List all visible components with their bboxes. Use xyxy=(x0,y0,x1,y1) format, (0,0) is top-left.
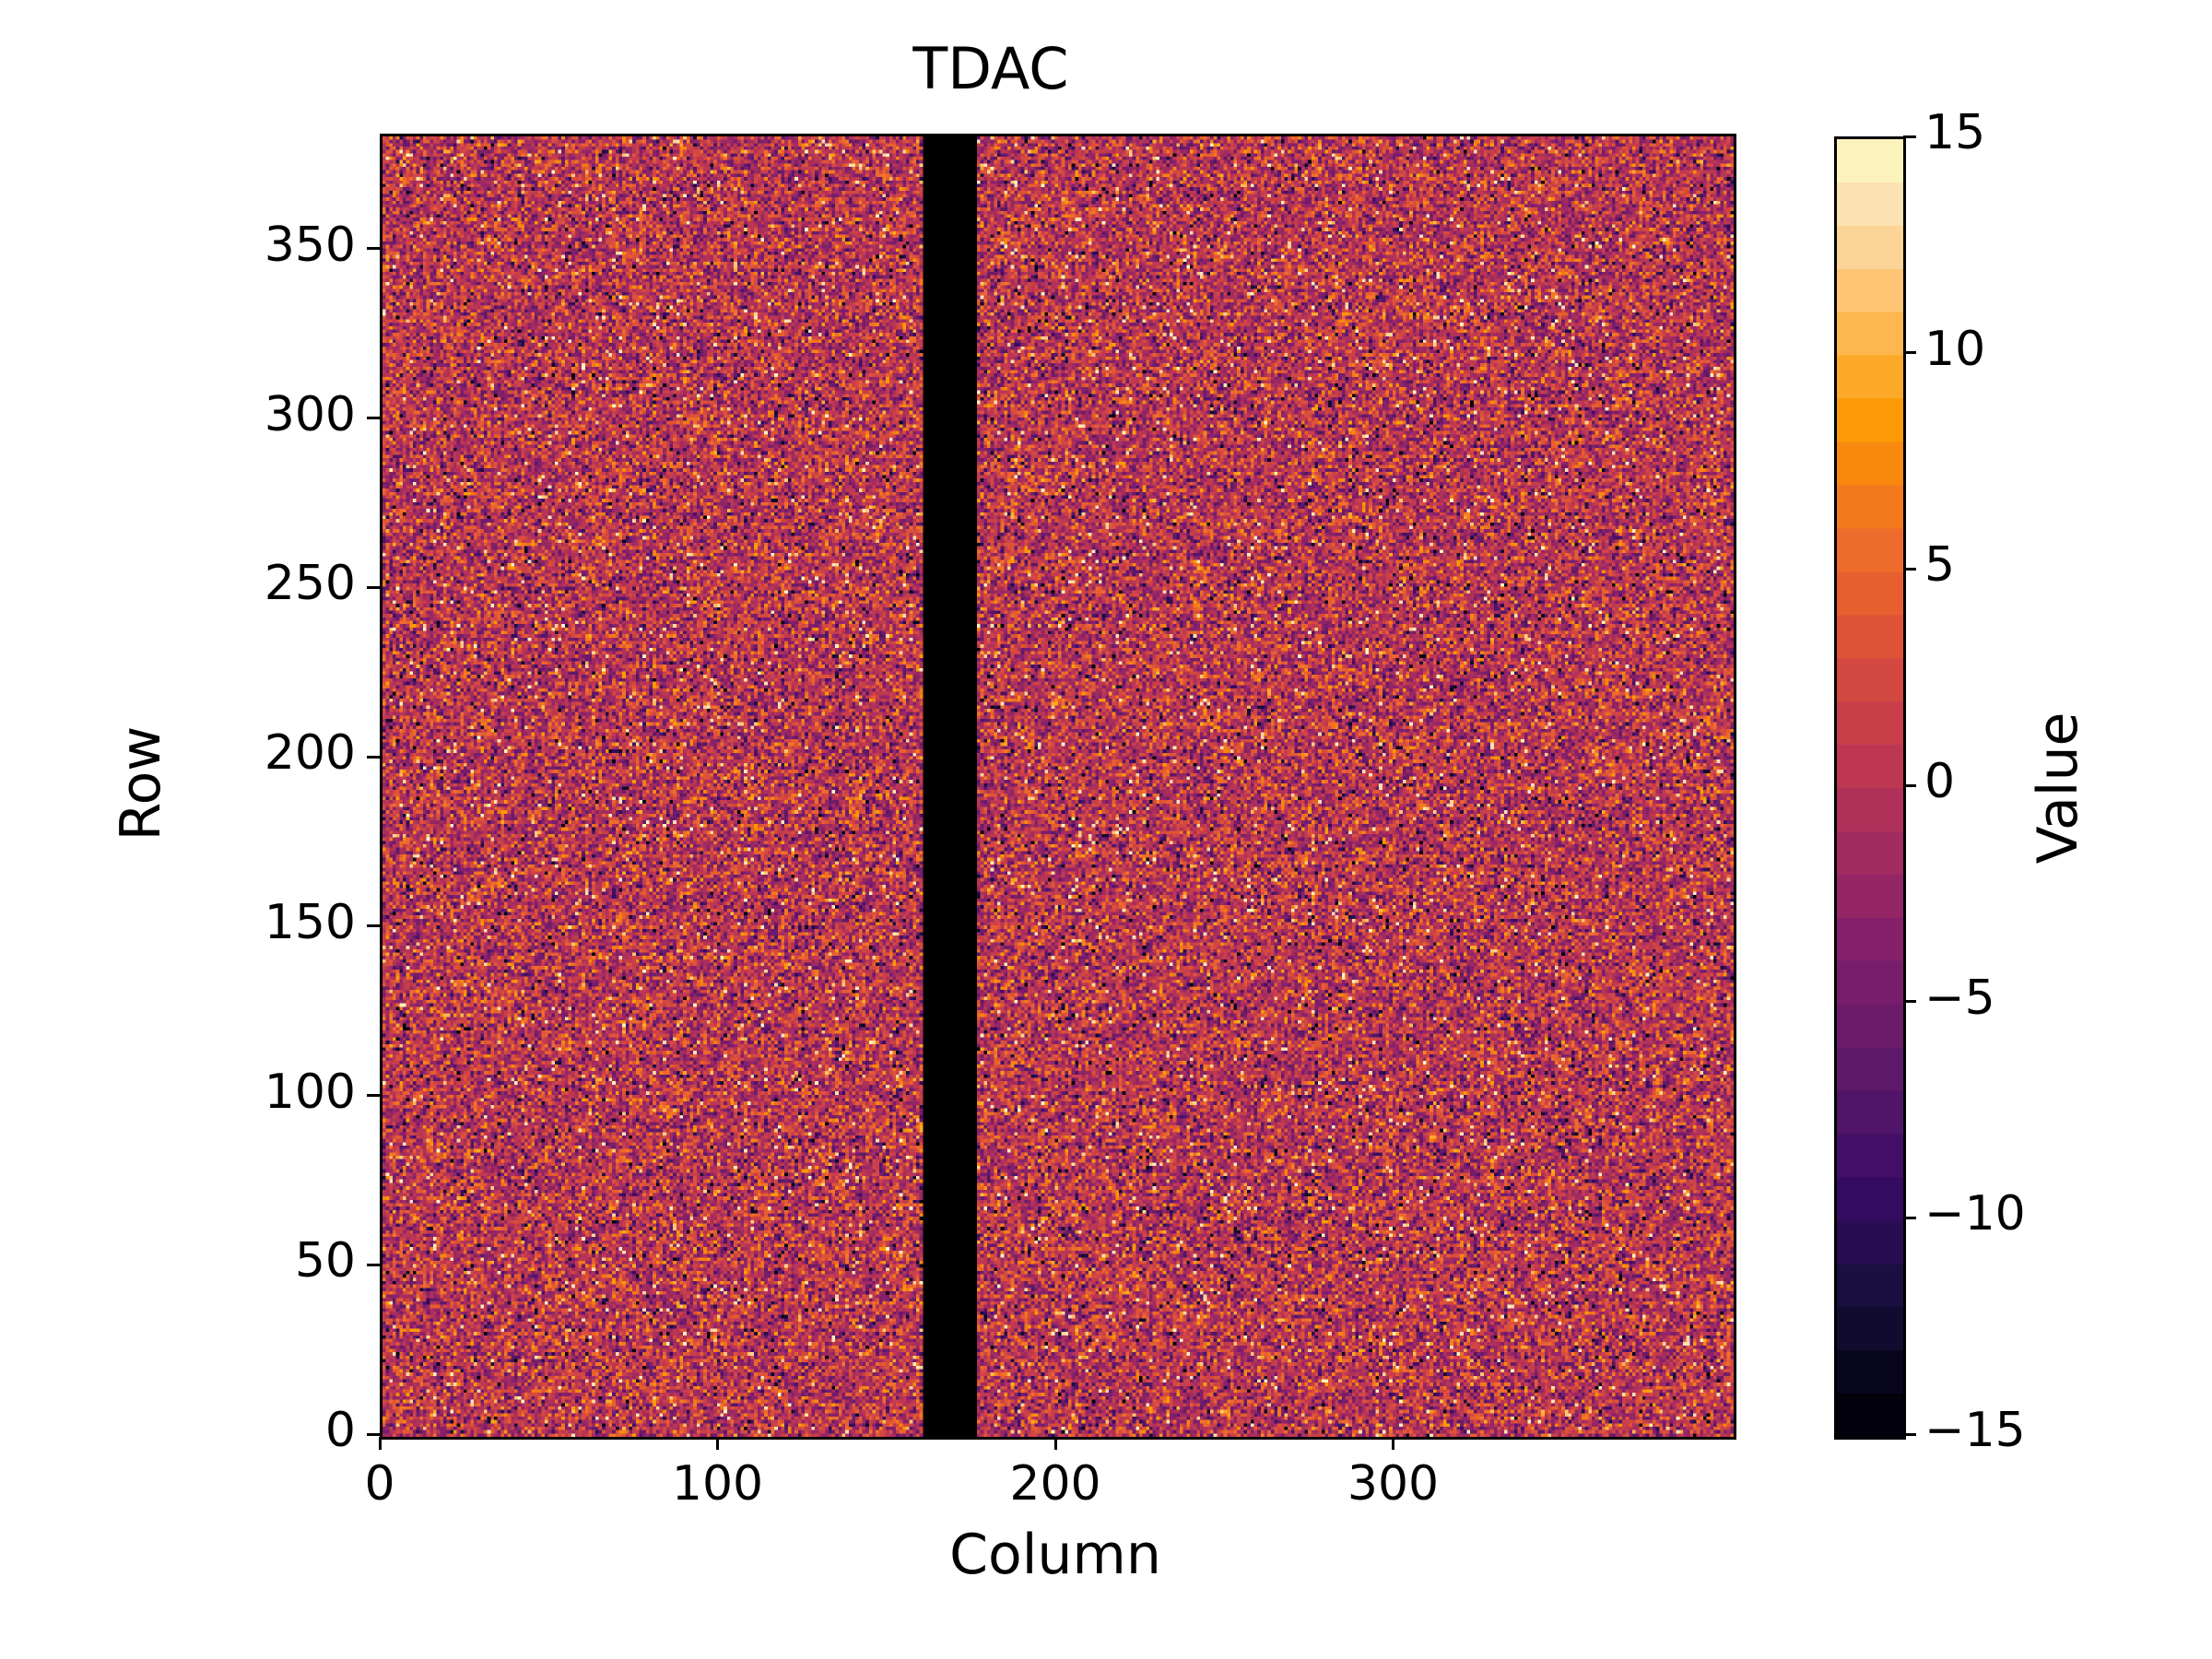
colorbar-gradient xyxy=(1837,139,1903,1437)
x-tick-label: 100 xyxy=(671,1456,764,1512)
y-tick-mark xyxy=(367,417,380,420)
colorbar-tick-label: 15 xyxy=(1924,105,1986,160)
x-tick-mark xyxy=(378,1437,382,1450)
colorbar-tick-mark xyxy=(1903,783,1916,787)
heatmap-plot-area[interactable] xyxy=(380,134,1736,1440)
colorbar-tick-mark xyxy=(1903,1432,1916,1436)
y-axis-label: Row xyxy=(109,725,173,841)
y-tick-label: 50 xyxy=(294,1233,356,1289)
colorbar-tick-label: −10 xyxy=(1924,1186,2026,1242)
colorbar-tick-mark xyxy=(1903,1216,1916,1219)
colorbar-tick-mark xyxy=(1903,567,1916,571)
colorbar-tick-label: 0 xyxy=(1924,754,1956,809)
y-tick-mark xyxy=(367,1432,380,1436)
x-tick-mark xyxy=(716,1437,719,1450)
y-tick-mark xyxy=(367,247,380,251)
y-tick-label: 150 xyxy=(264,894,356,950)
y-tick-label: 300 xyxy=(264,386,356,442)
y-tick-label: 200 xyxy=(264,725,356,782)
y-tick-mark xyxy=(367,755,380,759)
x-tick-mark xyxy=(1392,1437,1394,1450)
y-tick-mark xyxy=(367,924,380,928)
y-tick-mark xyxy=(367,1263,380,1266)
x-tick-label: 0 xyxy=(364,1456,395,1512)
heatmap-image xyxy=(382,136,1734,1437)
y-tick-mark xyxy=(367,585,380,589)
colorbar[interactable] xyxy=(1834,136,1906,1440)
colorbar-tick-label: −15 xyxy=(1924,1403,2026,1458)
colorbar-tick-mark xyxy=(1903,135,1916,138)
y-tick-label: 0 xyxy=(324,1403,356,1458)
colorbar-tick-mark xyxy=(1903,1000,1916,1004)
y-tick-label: 250 xyxy=(264,556,356,612)
x-tick-label: 200 xyxy=(1009,1456,1101,1512)
y-tick-label: 100 xyxy=(264,1064,356,1120)
colorbar-tick-label: −5 xyxy=(1924,970,1995,1026)
x-tick-mark xyxy=(1053,1437,1057,1450)
page-title: TDAC xyxy=(912,35,1069,102)
x-tick-label: 300 xyxy=(1347,1456,1440,1512)
colorbar-tick-mark xyxy=(1903,351,1916,355)
colorbar-label: Value xyxy=(2026,712,2090,865)
y-tick-label: 350 xyxy=(264,217,356,273)
x-axis-label: Column xyxy=(949,1523,1161,1587)
colorbar-tick-label: 5 xyxy=(1924,537,1956,594)
colorbar-tick-label: 10 xyxy=(1924,321,1986,377)
y-tick-mark xyxy=(367,1094,380,1098)
